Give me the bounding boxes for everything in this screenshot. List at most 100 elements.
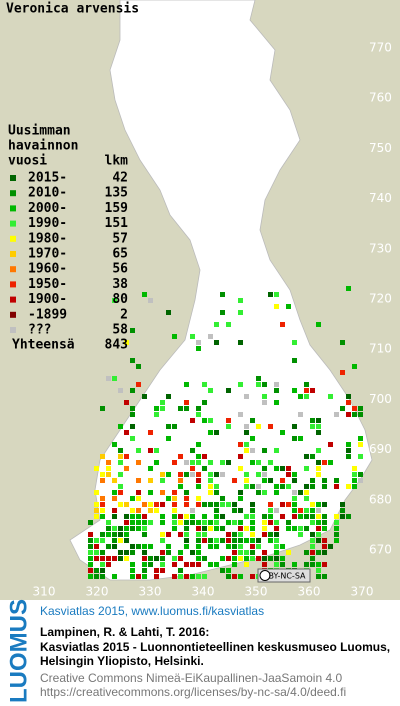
legend-count: 56 <box>112 262 128 277</box>
cell <box>196 346 201 351</box>
cell <box>118 472 123 477</box>
cell <box>148 466 153 471</box>
cell <box>322 478 327 483</box>
cell <box>238 508 243 513</box>
cell <box>358 454 363 459</box>
cell <box>178 568 183 573</box>
cell <box>136 460 141 465</box>
cell <box>292 514 297 519</box>
cell <box>340 340 345 345</box>
cell <box>334 484 339 489</box>
cell <box>124 454 129 459</box>
cell <box>232 550 237 555</box>
cell <box>238 466 243 471</box>
cc-icon <box>259 570 271 581</box>
cell <box>340 406 345 411</box>
cell <box>178 532 183 537</box>
cell <box>208 388 213 393</box>
cell <box>310 562 315 567</box>
cell <box>220 472 225 477</box>
legend-label: -1899 <box>28 307 67 322</box>
cell <box>256 490 261 495</box>
legend-label: 1970- <box>28 247 67 262</box>
cell <box>100 562 105 567</box>
cell <box>178 472 183 477</box>
cell <box>274 550 279 555</box>
cell <box>226 460 231 465</box>
cell <box>118 460 123 465</box>
cell <box>250 418 255 423</box>
cell <box>136 514 141 519</box>
cell <box>316 448 321 453</box>
cell <box>190 472 195 477</box>
cell <box>238 544 243 549</box>
cell <box>292 424 297 429</box>
cell <box>94 556 99 561</box>
cell <box>346 484 351 489</box>
cell <box>238 496 243 501</box>
cell <box>142 556 147 561</box>
cell <box>268 556 273 561</box>
cell <box>154 556 159 561</box>
cell <box>244 394 249 399</box>
cell <box>184 532 189 537</box>
cell <box>238 382 243 387</box>
cell <box>298 436 303 441</box>
cell <box>148 502 153 507</box>
cell <box>160 562 165 567</box>
cell <box>124 430 129 435</box>
cell <box>124 550 129 555</box>
cell <box>160 538 165 543</box>
cell <box>94 574 99 579</box>
cell <box>292 496 297 501</box>
x-tick-label: 330 <box>139 585 162 599</box>
cell <box>172 556 177 561</box>
cell <box>178 454 183 459</box>
cell <box>298 490 303 495</box>
badge-box <box>257 568 311 583</box>
cell <box>112 376 117 381</box>
cell <box>214 484 219 489</box>
legend-count: 57 <box>112 231 128 246</box>
cell <box>106 526 111 531</box>
cell <box>250 574 255 579</box>
link[interactable]: Kasviatlas 2015, www.luomus.fi/kasviatla… <box>40 604 264 618</box>
cell <box>280 514 285 519</box>
cell <box>154 502 159 507</box>
license-url[interactable]: https://creativecommons.org/licenses/by-… <box>40 685 346 699</box>
cell <box>88 556 93 561</box>
cell <box>100 478 105 483</box>
cell <box>220 526 225 531</box>
legend-heading: Uusimman <box>8 124 71 139</box>
cell <box>130 412 135 417</box>
cell <box>94 544 99 549</box>
cell <box>202 400 207 405</box>
cell <box>112 298 117 303</box>
cell <box>100 406 105 411</box>
cell <box>352 364 357 369</box>
cell <box>130 514 135 519</box>
cell <box>196 478 201 483</box>
cell <box>118 388 123 393</box>
cell <box>178 550 183 555</box>
cell <box>268 532 273 537</box>
cell <box>316 466 321 471</box>
cell <box>100 550 105 555</box>
cell <box>262 478 267 483</box>
cell <box>286 466 291 471</box>
cell <box>322 514 327 519</box>
cell <box>112 508 117 513</box>
cell <box>184 574 189 579</box>
cell <box>160 514 165 519</box>
cell <box>214 562 219 567</box>
cell <box>214 502 219 507</box>
y-tick-label: 740 <box>369 191 392 205</box>
cell <box>100 502 105 507</box>
cell <box>130 526 135 531</box>
cell <box>88 532 93 537</box>
cell <box>250 544 255 549</box>
citation: Helsingin Yliopisto, Helsinki. <box>40 654 204 668</box>
cell <box>154 460 159 465</box>
cell <box>190 562 195 567</box>
cell <box>112 526 117 531</box>
